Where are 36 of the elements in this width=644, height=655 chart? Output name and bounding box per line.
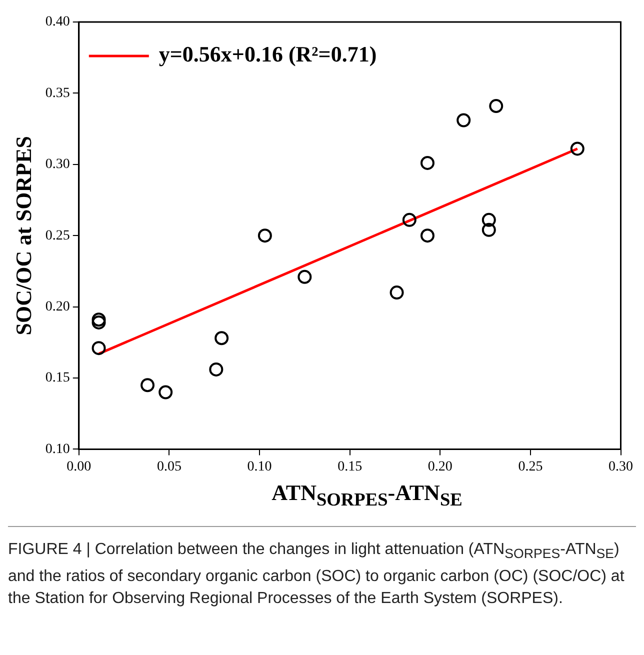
x-axis-title: ATN$_{SORPES}$-ATN$_{SE}$: [270, 480, 464, 510]
x-tick-label: 0.10: [247, 459, 272, 474]
point: [92, 341, 106, 356]
y-tick-label: 0.10: [45, 442, 70, 457]
x-tick-label: 0.20: [428, 459, 452, 474]
x-tick-label: 0.00: [66, 459, 92, 474]
x-tick-label: 0.25: [518, 459, 543, 474]
point: [390, 286, 404, 300]
point: [140, 378, 155, 392]
point: [482, 222, 496, 237]
y-axis-title: SOC/OC at SORPES: [10, 136, 36, 336]
point: [489, 99, 504, 114]
point: [420, 156, 434, 170]
point: [92, 315, 106, 330]
point: [158, 385, 173, 400]
point: [456, 113, 471, 128]
caption: FIGURE 4 | Correlation between the changes in light attenuation (ATN$_{SORPES}$-ATN$_{SE}$) and the ratios of secondary organic carbon (SOC) to organic carbon (OC) (SOC/OC) at the Station for Observing Regional Processes of the Earth System (SORPES).: [8, 526, 636, 610]
y-tick-label: 0.35: [45, 86, 70, 101]
point: [570, 142, 584, 156]
point: [298, 270, 312, 284]
x-tick-label: 0.05: [156, 459, 182, 474]
point: [92, 312, 106, 327]
legend-label: y=0.56x+0.16 (R²=0.71): [158, 42, 377, 67]
x-tick-label: 0.15: [338, 459, 362, 474]
y-tick-label: 0.20: [45, 299, 70, 314]
point: [258, 228, 272, 243]
y-tick-label: 0.40: [45, 14, 70, 30]
x-tick-label: 0.30: [608, 459, 633, 474]
point: [214, 331, 229, 346]
y-tick-label: 0.30: [45, 157, 70, 172]
point: [402, 212, 416, 227]
point: [420, 228, 434, 243]
y-tick-label: 0.25: [45, 228, 70, 244]
point: [209, 362, 224, 376]
y-tick-label: 0.15: [45, 370, 70, 386]
point: [482, 212, 496, 227]
